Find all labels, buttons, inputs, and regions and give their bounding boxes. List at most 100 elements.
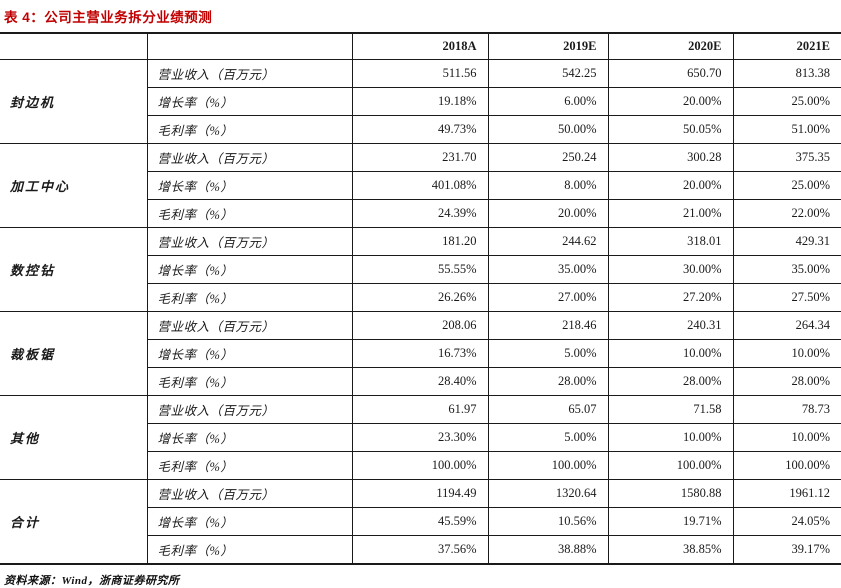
table-row: 封边机 营业收入（百万元） 511.56 542.25 650.70 813.3… bbox=[0, 59, 841, 144]
table-cell: 78.73 bbox=[732, 395, 841, 424]
table-row: 毛利率（%） 49.73% 50.00% 50.05% 51.00% bbox=[0, 115, 841, 144]
table-row: 加工中心 营业收入（百万元） 231.70 250.24 300.28 375.… bbox=[0, 143, 841, 228]
table-cell: 10.00% bbox=[732, 339, 841, 368]
table-row: 毛利率（%） 24.39% 20.00% 21.00% 22.00% bbox=[0, 199, 841, 228]
table-cell: 25.00% bbox=[732, 87, 841, 116]
table-cell: 1320.64 bbox=[487, 479, 608, 508]
segment-name: 其他 bbox=[0, 395, 147, 480]
table-row: 裁板锯 营业收入（百万元） 208.06 218.46 240.31 264.3… bbox=[0, 311, 841, 396]
table-cell: 100.00% bbox=[607, 451, 733, 480]
table-cell: 28.00% bbox=[607, 367, 733, 396]
table-cell: 38.88% bbox=[487, 535, 608, 564]
table-cell: 39.17% bbox=[732, 535, 841, 564]
table-cell: 20.00% bbox=[607, 171, 733, 200]
table-cell: 20.00% bbox=[487, 199, 608, 228]
table-row: 增长率（%） 45.59% 10.56% 19.71% 24.05% bbox=[0, 507, 841, 536]
metric-label: 增长率（%） bbox=[146, 87, 352, 116]
table-cell: 25.00% bbox=[732, 171, 841, 200]
segment-name: 封边机 bbox=[0, 59, 147, 144]
table-title: 表 4：公司主营业务拆分业绩预测 bbox=[4, 10, 213, 25]
table-cell: 28.40% bbox=[351, 367, 488, 396]
table-row: 合计 营业收入（百万元） 1194.49 1320.64 1580.88 196… bbox=[0, 479, 841, 564]
table-cell: 1580.88 bbox=[607, 479, 733, 508]
table-cell: 45.59% bbox=[351, 507, 488, 536]
metric-label: 毛利率（%） bbox=[146, 451, 352, 480]
table-cell: 5.00% bbox=[487, 423, 608, 452]
report-table-page: 表 4：公司主营业务拆分业绩预测 2018A 2019E 2020E 2021E… bbox=[0, 10, 841, 587]
column-header-2021e: 2021E bbox=[732, 33, 841, 60]
metric-label: 毛利率（%） bbox=[146, 367, 352, 396]
metric-label: 营业收入（百万元） bbox=[146, 395, 352, 424]
table-row: 数控钻 营业收入（百万元） 181.20 244.62 318.01 429.3… bbox=[0, 227, 841, 312]
metric-label: 毛利率（%） bbox=[146, 535, 352, 564]
metric-label: 毛利率（%） bbox=[146, 199, 352, 228]
table-cell: 10.56% bbox=[487, 507, 608, 536]
table-cell: 19.18% bbox=[351, 87, 488, 116]
header-empty-cell bbox=[0, 33, 147, 60]
header-empty-cell bbox=[146, 33, 352, 60]
table-cell: 231.70 bbox=[351, 143, 488, 172]
segment-name: 合计 bbox=[0, 479, 147, 564]
metric-label: 增长率（%） bbox=[146, 171, 352, 200]
table-cell: 19.71% bbox=[607, 507, 733, 536]
table-cell: 27.00% bbox=[487, 283, 608, 312]
table-cell: 27.20% bbox=[607, 283, 733, 312]
metric-label: 增长率（%） bbox=[146, 423, 352, 452]
table-row: 增长率（%） 401.08% 8.00% 20.00% 25.00% bbox=[0, 171, 841, 200]
metric-label: 增长率（%） bbox=[146, 507, 352, 536]
table-cell: 100.00% bbox=[351, 451, 488, 480]
metric-label: 毛利率（%） bbox=[146, 115, 352, 144]
table-row: 其他 营业收入（百万元） 61.97 65.07 71.58 78.73 bbox=[0, 395, 841, 480]
table-cell: 51.00% bbox=[732, 115, 841, 144]
table-cell: 244.62 bbox=[487, 227, 608, 256]
table-row: 增长率（%） 16.73% 5.00% 10.00% 10.00% bbox=[0, 339, 841, 368]
table-cell: 375.35 bbox=[732, 143, 841, 172]
table-cell: 50.05% bbox=[607, 115, 733, 144]
metric-label: 营业收入（百万元） bbox=[146, 227, 352, 256]
metric-label: 增长率（%） bbox=[146, 255, 352, 284]
table-cell: 429.31 bbox=[732, 227, 841, 256]
table-cell: 100.00% bbox=[487, 451, 608, 480]
table-cell: 23.30% bbox=[351, 423, 488, 452]
table-cell: 22.00% bbox=[732, 199, 841, 228]
table-cell: 10.00% bbox=[607, 423, 733, 452]
table-cell: 65.07 bbox=[487, 395, 608, 424]
table-cell: 318.01 bbox=[607, 227, 733, 256]
table-cell: 16.73% bbox=[351, 339, 488, 368]
table-cell: 100.00% bbox=[732, 451, 841, 480]
table-cell: 264.34 bbox=[732, 311, 841, 340]
forecast-table: 2018A 2019E 2020E 2021E 封边机 营业收入（百万元） 51… bbox=[0, 32, 841, 565]
table-cell: 1194.49 bbox=[351, 479, 488, 508]
table-cell: 30.00% bbox=[607, 255, 733, 284]
table-cell: 50.00% bbox=[487, 115, 608, 144]
table-cell: 300.28 bbox=[607, 143, 733, 172]
table-cell: 401.08% bbox=[351, 171, 488, 200]
table-row: 增长率（%） 23.30% 5.00% 10.00% 10.00% bbox=[0, 423, 841, 452]
table-cell: 250.24 bbox=[487, 143, 608, 172]
column-header-2019e: 2019E bbox=[487, 33, 608, 60]
segment-name: 数控钻 bbox=[0, 227, 147, 312]
table-cell: 10.00% bbox=[607, 339, 733, 368]
metric-label: 增长率（%） bbox=[146, 339, 352, 368]
segment-name: 加工中心 bbox=[0, 143, 147, 228]
table-cell: 24.05% bbox=[732, 507, 841, 536]
table-cell: 28.00% bbox=[487, 367, 608, 396]
header-row: 2018A 2019E 2020E 2021E bbox=[0, 33, 841, 60]
table-cell: 8.00% bbox=[487, 171, 608, 200]
table-cell: 35.00% bbox=[732, 255, 841, 284]
table-cell: 218.46 bbox=[487, 311, 608, 340]
table-cell: 27.50% bbox=[732, 283, 841, 312]
table-cell: 208.06 bbox=[351, 311, 488, 340]
table-cell: 240.31 bbox=[607, 311, 733, 340]
table-cell: 35.00% bbox=[487, 255, 608, 284]
table-cell: 813.38 bbox=[732, 59, 841, 88]
table-row: 增长率（%） 19.18% 6.00% 20.00% 25.00% bbox=[0, 87, 841, 116]
metric-label: 营业收入（百万元） bbox=[146, 311, 352, 340]
table-cell: 650.70 bbox=[607, 59, 733, 88]
table-row: 毛利率（%） 100.00% 100.00% 100.00% 100.00% bbox=[0, 451, 841, 480]
table-cell: 181.20 bbox=[351, 227, 488, 256]
table-cell: 542.25 bbox=[487, 59, 608, 88]
table-cell: 511.56 bbox=[351, 59, 488, 88]
table-cell: 28.00% bbox=[732, 367, 841, 396]
column-header-2020e: 2020E bbox=[607, 33, 733, 60]
